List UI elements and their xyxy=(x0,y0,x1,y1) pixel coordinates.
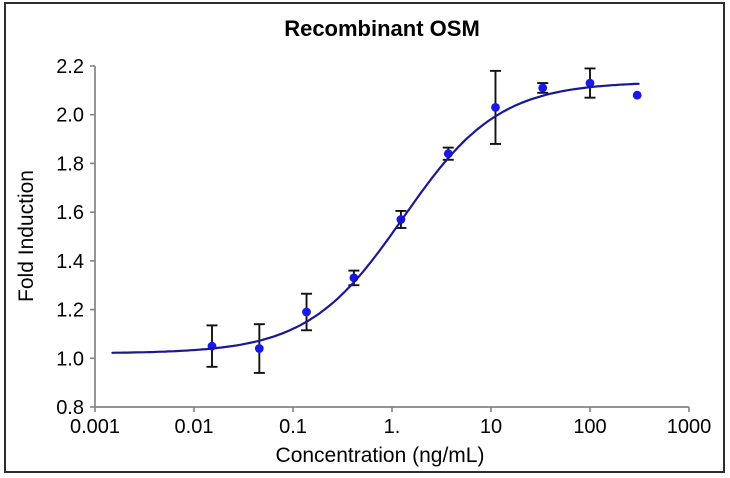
y-tick-label: 1.6 xyxy=(56,202,84,224)
x-tick-label: 10 xyxy=(480,416,502,438)
y-tick-label: 1.4 xyxy=(56,251,84,273)
fit-curve xyxy=(111,82,640,354)
y-tick-label: 2.2 xyxy=(56,56,84,78)
y-tick-label: 1.2 xyxy=(56,300,84,322)
axes: 0.001 0.01 0.1 1. 10 100 1000 0.8 1.0 1.2 1.4 1.6 1.… xyxy=(56,56,711,438)
y-tick-label: 1.0 xyxy=(56,348,84,370)
data-point xyxy=(538,83,548,93)
x-tick-label: 0.01 xyxy=(175,416,214,438)
data-point xyxy=(491,103,500,112)
data-point xyxy=(254,344,264,353)
data-point xyxy=(585,78,595,88)
y-tick-label: 1.8 xyxy=(56,153,84,175)
data-point xyxy=(302,307,311,317)
y-tick-label: 2.0 xyxy=(56,105,84,127)
x-tick-label: 1. xyxy=(384,416,401,438)
x-tick-label: 100 xyxy=(573,416,606,438)
x-tick-label: 0.1 xyxy=(279,416,307,438)
y-tick-label: 0.8 xyxy=(56,397,84,419)
y-axis-label: Fold Induction xyxy=(15,170,38,302)
chart-title: Recombinant OSM xyxy=(284,16,480,41)
x-tick-label: 0.001 xyxy=(70,416,120,438)
x-axis-label: Concentration (ng/mL) xyxy=(276,444,485,467)
data-point xyxy=(632,90,642,100)
plot-content xyxy=(111,67,642,374)
x-tick-label: 1000 xyxy=(667,416,712,438)
